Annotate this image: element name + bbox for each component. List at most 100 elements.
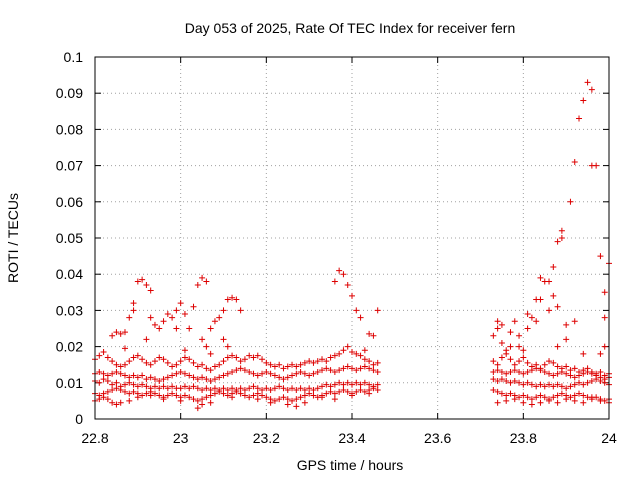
data-point-marker [194, 405, 201, 412]
data-point-marker [211, 390, 218, 397]
data-point-marker [233, 354, 240, 361]
data-point-marker [580, 381, 587, 388]
data-point-marker [490, 368, 497, 375]
data-point-marker [331, 352, 338, 359]
data-point-marker [181, 383, 188, 390]
data-point-marker [113, 401, 120, 408]
data-point-marker [301, 387, 308, 394]
data-point-marker [541, 368, 548, 375]
x-tick-label: 23.2 [253, 430, 280, 446]
data-point-marker [507, 343, 514, 350]
data-point-marker [546, 307, 553, 314]
data-point-marker [220, 358, 227, 365]
data-point-marker [554, 392, 561, 399]
data-point-marker [528, 381, 535, 388]
y-tick-label: 0.06 [56, 194, 83, 210]
data-point-marker [507, 368, 514, 375]
data-point-marker [134, 352, 141, 359]
data-point-marker [224, 392, 231, 399]
data-point-marker [297, 394, 304, 401]
data-point-marker [524, 359, 531, 366]
data-point-marker [100, 376, 107, 383]
data-point-marker [126, 358, 133, 365]
data-point-marker [139, 356, 146, 363]
data-point-marker [190, 396, 197, 403]
data-point-marker [567, 372, 574, 379]
data-point-marker [310, 392, 317, 399]
data-point-marker [533, 383, 540, 390]
data-point-marker [366, 381, 373, 388]
data-point-marker [254, 390, 261, 397]
data-point-marker [160, 376, 167, 383]
data-point-marker [104, 354, 111, 361]
data-point-marker [271, 385, 278, 392]
x-tick-label: 23.4 [338, 430, 365, 446]
data-point-marker [100, 370, 107, 377]
data-point-marker [558, 227, 565, 234]
data-point-marker [349, 292, 355, 299]
x-tick-label: 23 [173, 430, 189, 446]
data-point-marker [331, 396, 338, 403]
data-point-marker [331, 368, 338, 375]
data-point-marker [186, 325, 193, 332]
data-point-marker [576, 368, 583, 375]
data-point-marker [340, 271, 347, 278]
data-point-marker [503, 397, 510, 404]
data-point-marker [528, 401, 535, 408]
data-point-marker [207, 399, 214, 406]
data-point-marker [554, 238, 561, 245]
data-point-marker [117, 363, 124, 370]
data-point-marker [357, 381, 364, 388]
data-point-marker [156, 354, 163, 361]
x-tick-label: 24 [601, 430, 617, 446]
data-point-marker [271, 363, 278, 370]
data-point-marker [524, 379, 531, 386]
data-point-marker [563, 336, 570, 343]
data-point-marker [571, 381, 578, 388]
data-point-marker [537, 274, 544, 281]
data-point-marker [139, 276, 146, 283]
data-point-marker [541, 383, 548, 390]
data-point-marker [511, 377, 518, 384]
data-point-marker [511, 367, 518, 374]
data-point-marker [113, 379, 120, 386]
data-point-marker [96, 379, 103, 386]
data-point-marker [109, 399, 116, 406]
data-point-marker [550, 292, 557, 299]
data-point-marker [340, 347, 347, 354]
data-point-marker [374, 387, 381, 394]
data-point-marker [151, 390, 158, 397]
data-point-marker [203, 376, 210, 383]
data-point-marker [563, 396, 570, 403]
data-point-marker [494, 318, 501, 325]
data-point-marker [310, 370, 317, 377]
data-point-marker [173, 392, 180, 399]
data-point-marker [143, 336, 150, 343]
data-point-marker [340, 381, 347, 388]
y-axis-label: ROTI / TECUs [5, 193, 21, 283]
data-point-marker [173, 307, 180, 314]
data-point-marker [498, 321, 505, 328]
data-point-marker [143, 390, 150, 397]
data-point-marker [177, 300, 184, 307]
data-point-marker [537, 365, 544, 372]
data-point-marker [503, 377, 510, 384]
data-point-marker [576, 379, 583, 386]
data-point-marker [126, 374, 133, 381]
data-point-marker [306, 385, 313, 392]
y-tick-label: 0.09 [56, 85, 83, 101]
data-point-marker [104, 372, 111, 379]
data-point-marker [250, 383, 257, 390]
data-point-marker [151, 376, 158, 383]
data-point-marker [194, 282, 201, 289]
data-point-marker [177, 358, 184, 365]
data-point-marker [494, 325, 501, 332]
y-tick-label: 0.02 [56, 339, 83, 355]
data-point-marker [113, 329, 120, 336]
x-tick-label: 23.8 [510, 430, 537, 446]
data-point-marker [498, 339, 505, 346]
data-point-marker [186, 356, 193, 363]
data-point-marker [156, 377, 163, 384]
data-point-marker [571, 318, 578, 325]
data-point-marker [554, 399, 561, 406]
